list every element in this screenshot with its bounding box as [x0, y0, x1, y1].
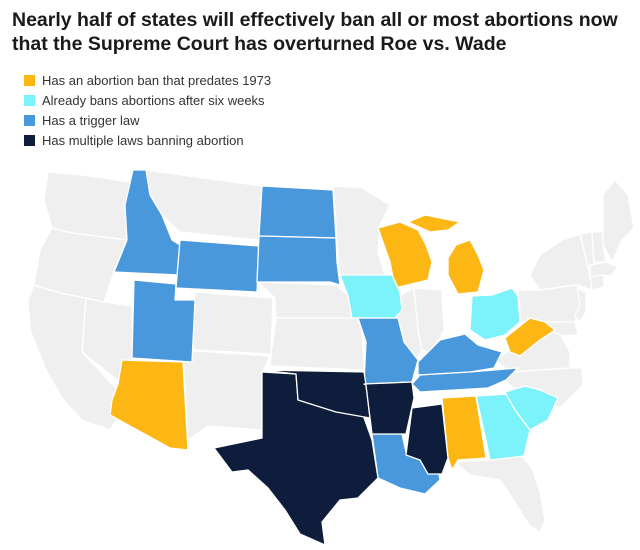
state-north-dakota — [258, 185, 337, 239]
state-wyoming — [175, 239, 260, 293]
legend-swatch-pre1973 — [24, 74, 35, 86]
state-ohio — [469, 287, 521, 341]
chart-title: Nearly half of states will effectively b… — [12, 9, 618, 55]
state-maine — [602, 179, 635, 263]
state-south-carolina — [504, 385, 559, 431]
state-minnesota — [332, 185, 391, 276]
state-pennsylvania — [517, 284, 583, 323]
state-colorado — [192, 291, 274, 355]
legend-item-trigger-law: Has a trigger law — [24, 110, 271, 130]
state-south-dakota — [256, 235, 341, 286]
state-utah — [131, 279, 196, 363]
state-arizona — [109, 359, 189, 451]
state-wisconsin — [377, 221, 433, 289]
state-michigan-upper-peninsula — [407, 214, 461, 233]
legend-item-multiple-laws: Has multiple laws banning abortion — [24, 130, 271, 150]
state-louisiana — [371, 433, 441, 495]
state-florida — [454, 455, 546, 533]
state-tennessee — [411, 367, 519, 393]
state-massachusetts — [589, 261, 619, 278]
state-mississippi — [405, 403, 449, 475]
legend-swatch-six-weeks — [24, 94, 35, 106]
legend-swatch-multiple-laws — [24, 134, 35, 146]
state-new-mexico — [182, 349, 271, 441]
legend-swatch-trigger-law — [24, 114, 35, 126]
state-oklahoma — [261, 369, 371, 419]
state-kansas — [269, 317, 365, 371]
legend: Has an abortion ban that predates 1973 A… — [24, 70, 271, 150]
legend-item-pre1973: Has an abortion ban that predates 1973 — [24, 70, 271, 90]
state-arkansas — [363, 381, 415, 435]
state-new-jersey — [574, 287, 587, 323]
state-missouri — [357, 317, 419, 385]
state-west-virginia — [504, 317, 556, 357]
legend-label-trigger-law: Has a trigger law — [42, 112, 140, 128]
state-iowa — [339, 274, 403, 319]
state-connecticut — [589, 274, 605, 291]
state-michigan — [447, 239, 485, 295]
legend-label-six-weeks: Already bans abortions after six weeks — [42, 92, 265, 108]
legend-label-pre1973: Has an abortion ban that predates 1973 — [42, 72, 272, 88]
legend-label-multiple-laws: Has multiple laws banning abortion — [42, 132, 244, 148]
state-new-hampshire — [591, 231, 607, 263]
legend-item-six-weeks: Already bans abortions after six weeks — [24, 90, 271, 110]
